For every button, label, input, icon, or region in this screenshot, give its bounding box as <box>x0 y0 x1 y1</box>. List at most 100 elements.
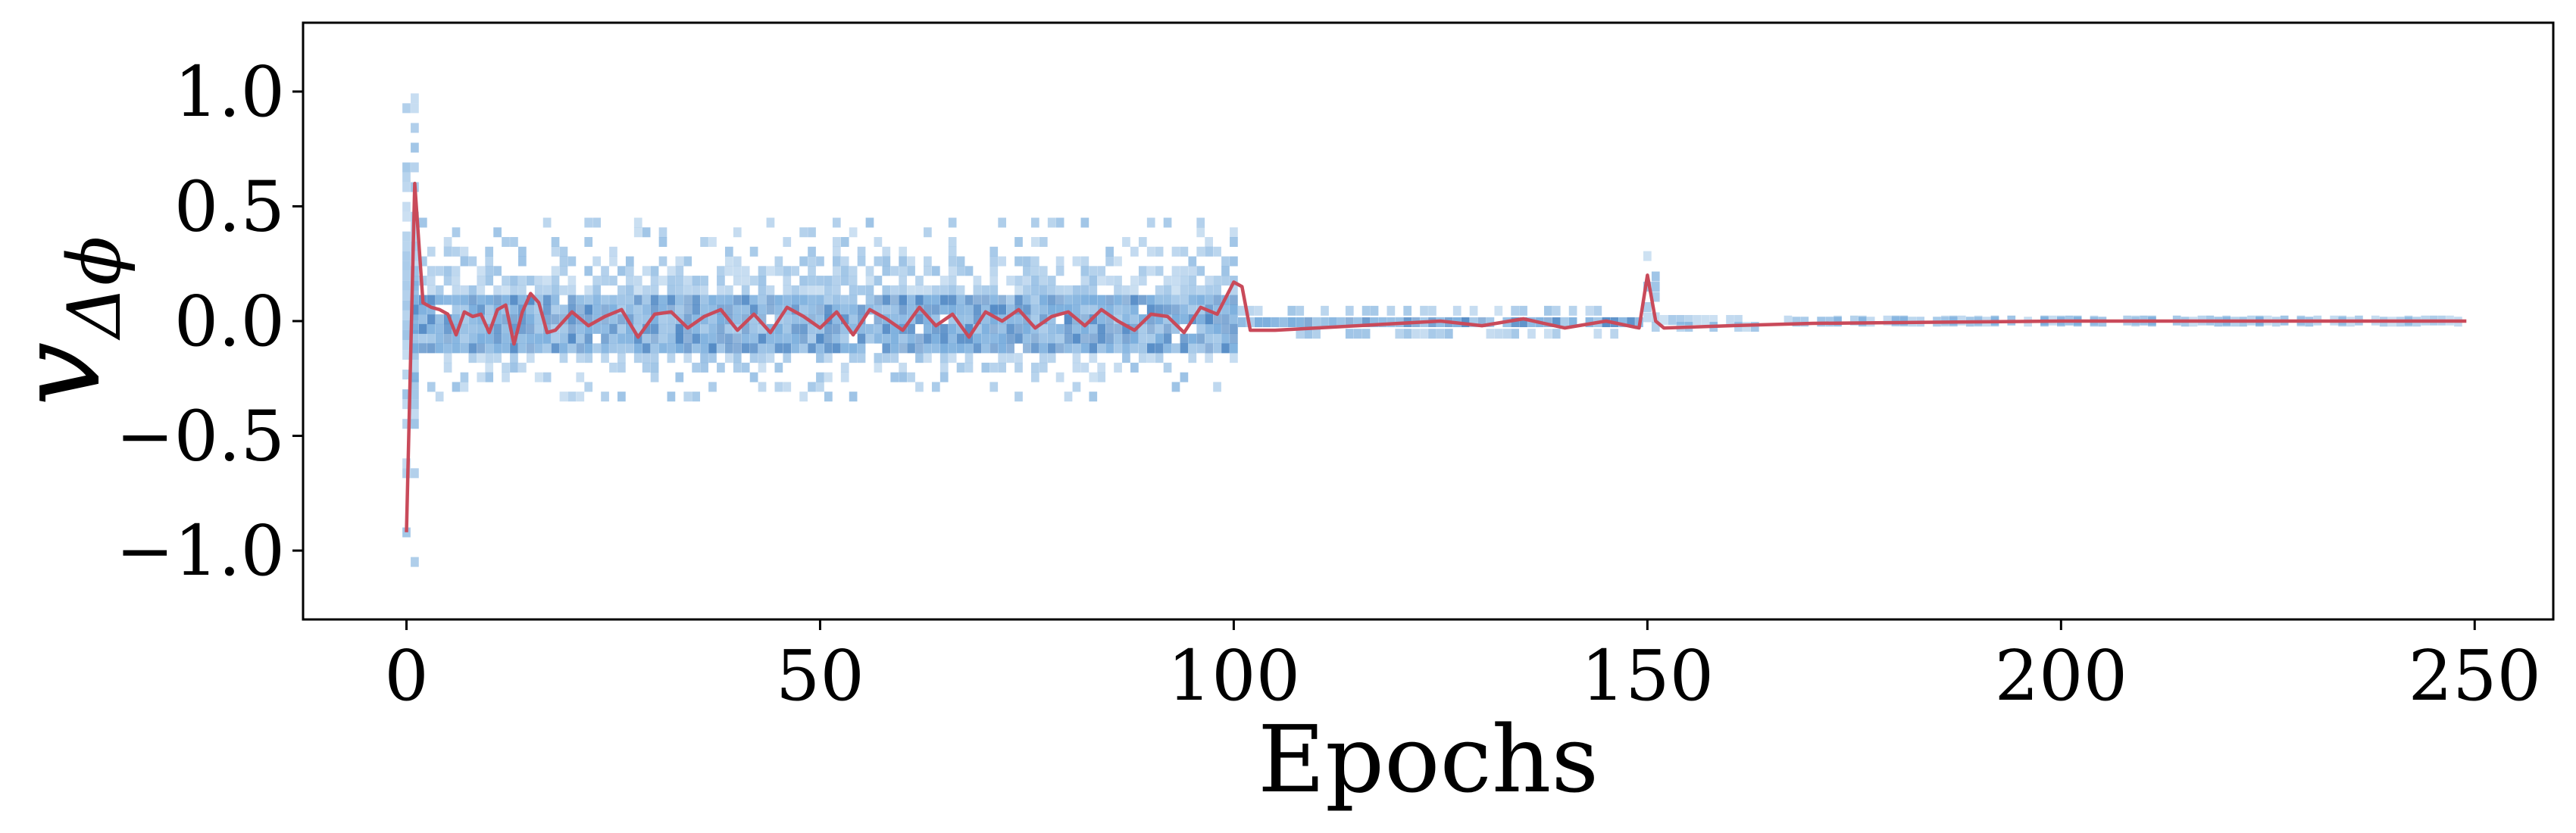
density-cell <box>633 285 642 295</box>
density-cell <box>832 323 841 334</box>
density-cell <box>1030 295 1039 305</box>
density-cell <box>609 333 617 344</box>
density-cell <box>939 343 949 354</box>
density-cell <box>766 285 775 295</box>
density-cell <box>1146 343 1155 354</box>
density-cell <box>882 266 891 276</box>
density-cell <box>1080 285 1089 295</box>
density-cell <box>1006 343 1014 354</box>
density-cell <box>1511 317 1520 328</box>
density-cell <box>1055 295 1064 305</box>
density-cell <box>402 527 411 538</box>
density-cell <box>890 295 899 305</box>
density-cell <box>857 353 866 363</box>
density-cell <box>1039 343 1048 354</box>
density-cell <box>907 295 915 305</box>
density-cell <box>1246 305 1255 316</box>
density-cell <box>1511 305 1520 316</box>
density-cell <box>948 285 957 295</box>
density-cell <box>1213 295 1221 305</box>
density-cell <box>816 276 824 286</box>
density-cell <box>840 372 849 382</box>
density-cell <box>584 323 593 334</box>
density-cell <box>584 353 593 363</box>
density-cell <box>1800 317 1809 327</box>
density-cell <box>592 276 601 286</box>
density-cell <box>1155 304 1164 315</box>
density-cell <box>675 372 684 382</box>
density-cell <box>849 266 858 276</box>
density-cell <box>435 333 444 344</box>
density-cell <box>576 392 585 402</box>
density-cell <box>717 295 725 305</box>
density-cell <box>1155 343 1164 354</box>
density-cell <box>584 285 593 295</box>
density-cell <box>700 353 708 363</box>
density-cell <box>667 343 676 354</box>
density-cell <box>534 333 543 344</box>
density-cell <box>510 237 518 248</box>
density-cell <box>766 323 775 334</box>
density-cell <box>1486 329 1495 339</box>
density-cell <box>411 468 419 479</box>
density-cell <box>1296 329 1305 339</box>
density-cell <box>567 333 577 344</box>
density-cell <box>998 304 1007 315</box>
density-cell <box>774 343 783 354</box>
density-cell <box>493 227 502 238</box>
density-cell <box>824 295 833 305</box>
density-cell <box>931 304 940 315</box>
density-cell <box>816 333 824 344</box>
density-cell <box>667 314 676 325</box>
density-cell <box>1030 343 1039 354</box>
density-cell <box>1030 266 1039 276</box>
density-cell <box>899 285 907 295</box>
density-cell <box>1122 314 1130 325</box>
density-cell <box>700 333 708 344</box>
density-cell <box>1146 323 1155 334</box>
density-cell <box>683 295 692 305</box>
density-cell <box>1205 295 1213 305</box>
density-cell <box>1155 246 1164 257</box>
density-cell <box>1171 382 1180 392</box>
density-cell <box>857 285 866 295</box>
density-cell <box>675 343 684 354</box>
density-cell <box>1122 333 1130 344</box>
density-cell <box>799 285 808 295</box>
density-cell <box>642 266 651 276</box>
density-cell <box>667 304 676 315</box>
density-cell <box>1089 304 1098 315</box>
density-cell <box>534 343 543 354</box>
density-cell <box>518 246 527 257</box>
density-cell <box>1006 333 1014 344</box>
density-cell <box>592 295 601 305</box>
density-cell <box>1213 285 1221 295</box>
density-cell <box>1089 392 1098 402</box>
density-cell <box>924 304 932 315</box>
density-cell <box>1097 314 1106 325</box>
density-cell <box>584 217 593 228</box>
density-cell <box>1138 266 1147 276</box>
density-cell <box>411 276 419 286</box>
density-cell <box>964 295 974 305</box>
density-cell <box>477 353 486 363</box>
density-cell <box>964 304 974 315</box>
density-cell <box>783 295 792 305</box>
density-cell <box>808 227 816 238</box>
density-cell <box>915 314 924 325</box>
density-cell <box>808 343 816 354</box>
density-cell <box>700 285 708 295</box>
density-cell <box>518 276 527 286</box>
density-cell <box>601 392 609 402</box>
density-cell <box>774 362 783 373</box>
density-cell <box>1221 256 1230 267</box>
density-cell <box>1171 314 1180 325</box>
density-cell <box>849 285 858 295</box>
density-cell <box>601 353 609 363</box>
density-cell <box>411 350 419 360</box>
density-cell <box>783 382 792 392</box>
density-cell <box>700 314 708 325</box>
density-cell <box>1361 305 1371 316</box>
density-cell <box>402 389 411 400</box>
density-cell <box>1023 323 1031 334</box>
